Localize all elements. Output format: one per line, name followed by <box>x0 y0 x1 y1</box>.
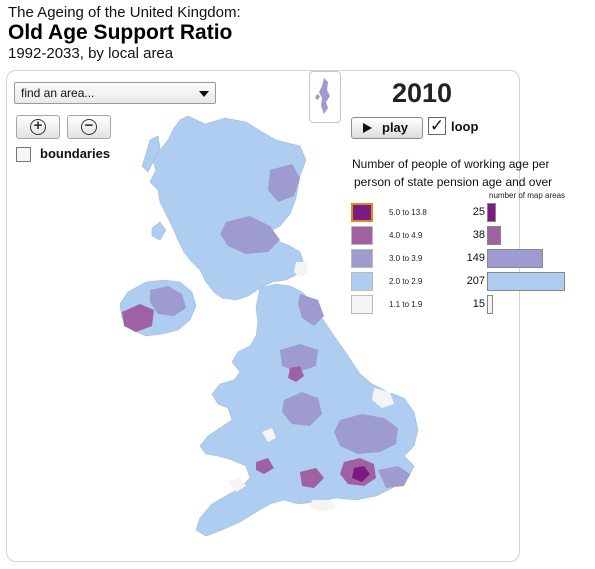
map-area-north-pale[interactable] <box>294 262 308 278</box>
shetland-map <box>315 78 330 114</box>
map-area-ni-east[interactable] <box>122 304 154 332</box>
legend-range-label: 3.0 to 3.9 <box>389 254 423 263</box>
year-display: 2010 <box>391 78 453 108</box>
boundaries-checkbox[interactable] <box>16 147 31 162</box>
shetland-inset[interactable] <box>309 71 341 123</box>
map-region-isles-south[interactable] <box>151 221 167 241</box>
page-title: Old Age Support Ratio <box>8 21 233 44</box>
legend-title-line1: Number of people of working age per <box>352 157 550 171</box>
loop-label: loop <box>451 119 479 134</box>
map-area-midlands[interactable] <box>282 392 322 426</box>
legend-count-bar <box>487 272 565 291</box>
legend-count-label: 207 <box>466 275 485 287</box>
legend-count-label: 149 <box>466 252 485 264</box>
zoom-out-button[interactable]: − <box>67 115 111 139</box>
map-region-scotland[interactable] <box>149 115 307 301</box>
loop-checkbox[interactable]: ✓ <box>428 117 446 135</box>
boundaries-label: boundaries <box>40 146 111 161</box>
play-icon <box>363 123 372 133</box>
find-area-dropdown[interactable]: find an area... <box>14 82 216 104</box>
legend-range-label: 5.0 to 13.8 <box>389 208 427 217</box>
find-area-placeholder: find an area... <box>21 86 95 100</box>
map-area-northeast[interactable] <box>298 294 324 326</box>
title-top: The Ageing of the United Kingdom: <box>8 4 241 21</box>
legend-count-header: number of map areas <box>489 191 566 200</box>
map-area-south-purple[interactable] <box>300 468 324 488</box>
map-region-western-isles[interactable] <box>141 135 161 173</box>
play-label: play <box>382 120 409 135</box>
map-area-norfolk-coast[interactable] <box>372 388 394 408</box>
legend-swatch[interactable] <box>351 226 373 245</box>
legend-count-bar <box>487 249 543 268</box>
map-area-bristol[interactable] <box>256 458 274 474</box>
play-button[interactable]: play <box>351 117 423 139</box>
legend-count-label: 15 <box>472 298 485 310</box>
legend-range-label: 1.1 to 1.9 <box>389 300 423 309</box>
map-area-glasgow-edinburgh[interactable] <box>220 216 280 254</box>
zoom-in-icon: + <box>30 118 46 135</box>
legend-range-label: 4.0 to 4.9 <box>389 231 423 240</box>
zoom-out-icon: − <box>81 118 97 135</box>
legend-count-bar <box>487 295 493 314</box>
chevron-down-icon <box>199 91 209 97</box>
check-icon: ✓ <box>429 116 445 135</box>
page-subtitle: 1992-2033, by local area <box>8 45 174 62</box>
map-area-southcoast-pale[interactable] <box>310 500 336 512</box>
header: The Ageing of the United Kingdom: Old Ag… <box>8 4 241 62</box>
map-area-east-anglia[interactable] <box>334 414 398 454</box>
map-area-kent[interactable] <box>378 466 410 488</box>
map-area-wales-pale[interactable] <box>262 428 276 442</box>
legend-count-label: 25 <box>472 206 485 218</box>
legend-title-line2: person of state pension age and over <box>354 175 553 189</box>
legend-swatch[interactable] <box>351 272 373 291</box>
zoom-in-button[interactable]: + <box>16 115 60 139</box>
map-area-aberdeenshire[interactable] <box>268 164 300 202</box>
map-area-west-yorkshire[interactable] <box>280 344 318 372</box>
legend-count-bar <box>487 203 496 222</box>
legend-count-label: 38 <box>472 229 485 241</box>
map-area-ni-north[interactable] <box>150 286 186 316</box>
map-area-london-core[interactable] <box>352 466 370 482</box>
legend-count-bar <box>487 226 501 245</box>
legend-range-label: 2.0 to 2.9 <box>389 277 423 286</box>
legend-swatch[interactable] <box>351 249 373 268</box>
map-area-manchester[interactable] <box>288 366 304 382</box>
legend-swatch[interactable] <box>351 203 373 222</box>
map-area-south-pale[interactable] <box>228 478 246 492</box>
legend-swatch[interactable] <box>351 295 373 314</box>
legend-title: Number of people of working age per pers… <box>352 155 572 191</box>
